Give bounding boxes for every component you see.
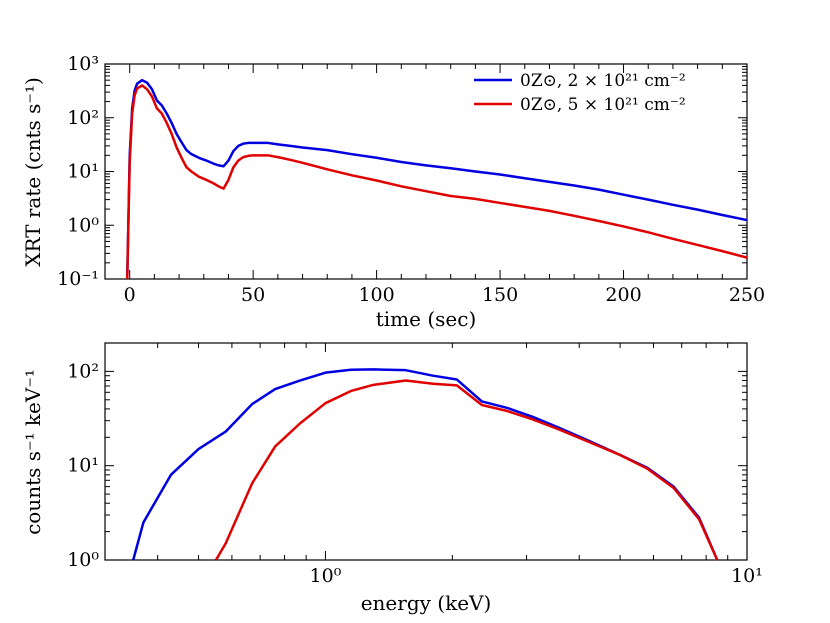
- top-y-tick-label: 10¹: [67, 161, 99, 183]
- legend-label-blue: 0Z⊙, 2 × 10²¹ cm⁻²: [520, 71, 686, 91]
- bottom-series-line-red: [214, 379, 719, 561]
- top-ticks: [105, 63, 748, 280]
- bottom-x-tick-label: 10¹: [731, 565, 763, 587]
- top-x-tick-label: 250: [729, 284, 765, 306]
- bottom-x-tick-label: 10⁰: [310, 565, 342, 587]
- top-series-line-red: [125, 84, 748, 280]
- top-series: [125, 78, 748, 280]
- top-y-tick-label: 10⁻¹: [57, 268, 99, 290]
- top-y-axis-label: XRT rate (cnts s⁻¹): [21, 77, 45, 267]
- bottom-x-axis-label: energy (keV): [361, 591, 492, 615]
- legend-label-red: 0Z⊙, 5 × 10²¹ cm⁻²: [520, 95, 686, 115]
- bottom-panel: 10⁰ 10¹ 10⁰ 10¹ 10² energy (keV) counts s⁻¹ …: [21, 342, 763, 615]
- bottom-series: [132, 368, 719, 561]
- bottom-y-tick-label: 10⁰: [67, 549, 99, 571]
- bottom-tick-labels: 10⁰ 10¹ 10⁰ 10¹ 10²: [67, 360, 763, 587]
- top-x-axis-label: time (sec): [376, 307, 477, 331]
- bottom-y-tick-label: 10¹: [67, 455, 99, 477]
- top-x-tick-label: 50: [241, 284, 265, 306]
- top-tick-labels: 0 50 100 150 200 250 10⁻¹ 10⁰ 10¹ 10² 10³: [57, 53, 765, 306]
- top-y-tick-label: 10⁰: [67, 214, 99, 236]
- top-y-tick-label: 10³: [67, 53, 99, 75]
- top-x-tick-label: 100: [358, 284, 394, 306]
- legend: 0Z⊙, 2 × 10²¹ cm⁻² 0Z⊙, 5 × 10²¹ cm⁻²: [474, 71, 686, 115]
- bottom-series-line-blue: [132, 368, 719, 561]
- top-y-tick-label: 10²: [67, 107, 99, 129]
- top-x-tick-label: 200: [605, 284, 641, 306]
- bottom-y-axis-label: counts s⁻¹ keV⁻¹: [21, 369, 45, 535]
- bottom-y-tick-label: 10²: [67, 360, 99, 382]
- top-series-line-blue: [125, 78, 748, 280]
- bottom-plot-frame: [104, 342, 748, 561]
- top-x-tick-label: 0: [124, 284, 136, 306]
- bottom-ticks: [104, 343, 748, 561]
- top-panel: 0 50 100 150 200 250 10⁻¹ 10⁰ 10¹ 10² 10³ time (se…: [21, 53, 765, 331]
- top-x-tick-label: 150: [482, 284, 518, 306]
